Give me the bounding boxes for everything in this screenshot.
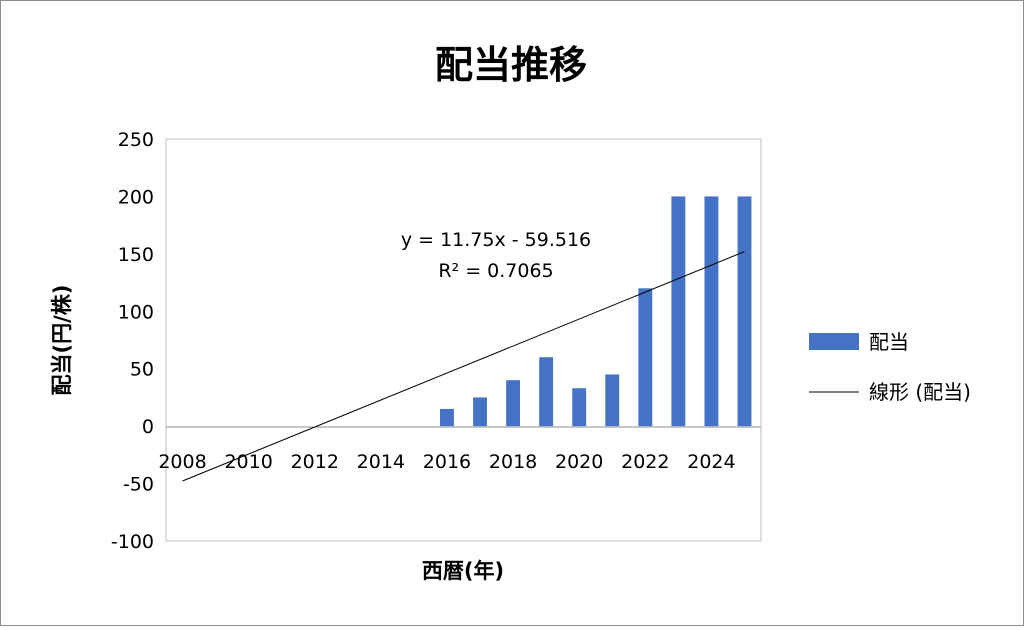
- bar-2024: [704, 196, 719, 427]
- bar-series: [440, 196, 752, 427]
- chart-title: 配当推移: [435, 43, 587, 87]
- x-tick-label: 2010: [224, 451, 272, 473]
- bar-2021: [605, 374, 620, 427]
- x-axis-ticks: 2008 2010 2012 2014 2016 2018 2020 2022 2024: [158, 451, 735, 473]
- bar-2025: [737, 196, 752, 427]
- y-axis-title: 配当(円/株): [50, 285, 74, 396]
- x-tick-label: 2022: [621, 451, 669, 473]
- y-tick-label: -50: [123, 474, 154, 496]
- bar-2017: [473, 397, 487, 427]
- plot-border: [165, 138, 762, 542]
- y-tick-label: -100: [111, 531, 154, 553]
- y-tick-label: 100: [118, 301, 154, 323]
- x-axis-title: 西暦(年): [422, 559, 504, 583]
- bar-2020: [572, 388, 587, 427]
- x-tick-label: 2008: [158, 451, 206, 473]
- x-tick-label: 2014: [357, 451, 405, 473]
- x-tick-label: 2012: [291, 451, 339, 473]
- trendline-equation: y = 11.75x - 59.516: [401, 229, 591, 251]
- bar-2018: [506, 380, 521, 427]
- bar-2022: [638, 288, 653, 427]
- bar-2019: [539, 357, 554, 427]
- bar-2016: [440, 408, 454, 427]
- y-tick-label: 250: [118, 129, 154, 151]
- x-tick-label: 2016: [423, 451, 471, 473]
- legend-label-trendline: 線形 (配当): [869, 380, 971, 404]
- trendline: [182, 251, 745, 482]
- bar-2023: [671, 196, 686, 427]
- x-tick-label: 2020: [555, 451, 603, 473]
- trendline-r-squared: R² = 0.7065: [438, 260, 553, 282]
- y-tick-label: 50: [130, 359, 154, 381]
- y-tick-label: 150: [118, 244, 154, 266]
- y-tick-label: 200: [118, 186, 154, 208]
- y-axis-ticks: 250 200 150 100 50 0 -50 -100: [111, 129, 154, 553]
- y-tick-label: 0: [142, 416, 154, 438]
- legend-swatch-bar: [809, 333, 859, 350]
- x-tick-label: 2024: [687, 451, 735, 473]
- legend: 配当 線形 (配当): [809, 330, 971, 404]
- legend-label-bar: 配当: [869, 330, 909, 354]
- x-tick-label: 2018: [489, 451, 537, 473]
